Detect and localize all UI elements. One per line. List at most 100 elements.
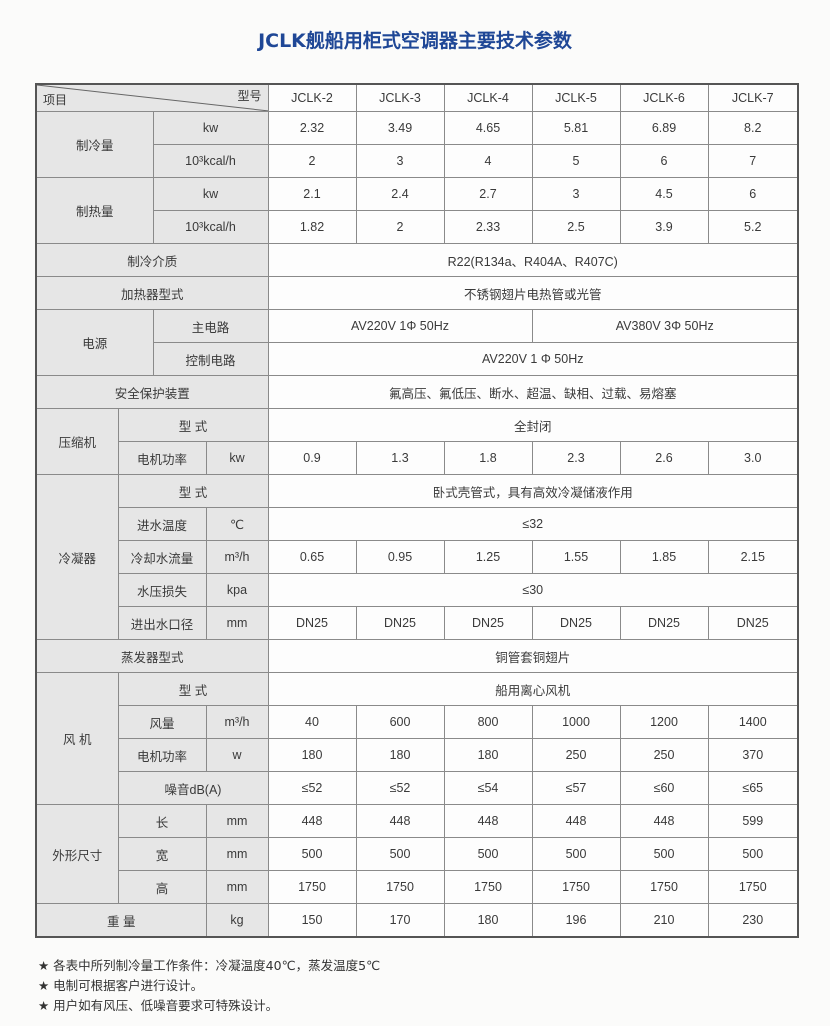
value-cell: 氟高压、氟低压、断水、超温、缺相、过载、易熔塞 bbox=[267, 375, 799, 409]
model-header: JCLK-6 bbox=[619, 83, 709, 112]
value-cell: 4.5 bbox=[619, 177, 709, 211]
value-cell: 500 bbox=[267, 837, 357, 871]
value-cell: 5 bbox=[531, 144, 621, 178]
value-cell: 250 bbox=[619, 738, 709, 772]
value-cell: 4.65 bbox=[443, 111, 533, 145]
value-cell: 599 bbox=[707, 804, 799, 838]
value-cell: 不锈钢翅片电热管或光管 bbox=[267, 276, 799, 310]
sub-label: 型 式 bbox=[117, 408, 269, 442]
value-cell: 370 bbox=[707, 738, 799, 772]
value-cell: 2.7 bbox=[443, 177, 533, 211]
value-cell: 1200 bbox=[619, 705, 709, 739]
value-cell: 全封闭 bbox=[267, 408, 799, 442]
value-cell: 1400 bbox=[707, 705, 799, 739]
value-cell: 1.3 bbox=[355, 441, 445, 475]
value-cell: 1.55 bbox=[531, 540, 621, 574]
value-cell: DN25 bbox=[619, 606, 709, 640]
diagonal-line bbox=[37, 85, 267, 111]
value-cell: 1750 bbox=[707, 870, 799, 904]
table-row: 电机功率 w 180 180 180 250 250 370 bbox=[36, 738, 799, 772]
row-label: 电源 bbox=[35, 309, 154, 376]
table-row: 高 mm 1750 1750 1750 1750 1750 1750 bbox=[36, 870, 799, 904]
value-cell: AV220V 1Φ 50Hz bbox=[267, 309, 533, 343]
value-cell: 2.32 bbox=[267, 111, 357, 145]
row-label: 冷凝器 bbox=[35, 474, 119, 640]
value-cell: 180 bbox=[443, 738, 533, 772]
sub-label: 宽 bbox=[117, 837, 207, 871]
unit-cell: kw bbox=[152, 177, 269, 211]
value-cell: DN25 bbox=[707, 606, 799, 640]
value-cell: 2.3 bbox=[531, 441, 621, 475]
table-row: 10³kcal/h 2 3 4 5 6 7 bbox=[36, 144, 799, 178]
unit-cell: mm bbox=[205, 837, 269, 871]
model-header: JCLK-2 bbox=[267, 83, 357, 112]
spec-table: 项目 型号 JCLK-2 JCLK-3 JCLK-4 JCLK-5 JCLK-6… bbox=[35, 83, 799, 938]
value-cell: 0.65 bbox=[267, 540, 357, 574]
value-cell: 3 bbox=[355, 144, 445, 178]
unit-cell: mm bbox=[205, 870, 269, 904]
unit-cell: w bbox=[205, 738, 269, 772]
value-cell: 0.95 bbox=[355, 540, 445, 574]
row-label: 风 机 bbox=[35, 672, 119, 805]
value-cell: DN25 bbox=[443, 606, 533, 640]
sub-label: 水压损失 bbox=[117, 573, 207, 607]
value-cell: ≤32 bbox=[267, 507, 799, 541]
footnote: ★ 电制可根据客户进行设计。 bbox=[38, 978, 204, 993]
value-cell: 250 bbox=[531, 738, 621, 772]
header-corner: 项目 型号 bbox=[35, 83, 269, 112]
value-cell: 448 bbox=[619, 804, 709, 838]
table-row: 电机功率 kw 0.9 1.3 1.8 2.3 2.6 3.0 bbox=[36, 441, 799, 475]
value-cell: ≤65 bbox=[707, 771, 799, 805]
unit-cell: kw bbox=[152, 111, 269, 145]
value-cell: 1.85 bbox=[619, 540, 709, 574]
table-row: 10³kcal/h 1.82 2 2.33 2.5 3.9 5.2 bbox=[36, 210, 799, 244]
model-label: 型号 bbox=[237, 89, 262, 103]
value-cell: 3.9 bbox=[619, 210, 709, 244]
value-cell: DN25 bbox=[531, 606, 621, 640]
value-cell: 6 bbox=[707, 177, 799, 211]
value-cell: 8.2 bbox=[707, 111, 799, 145]
value-cell: ≤52 bbox=[267, 771, 357, 805]
model-header: JCLK-4 bbox=[443, 83, 533, 112]
row-label: 制冷介质 bbox=[35, 243, 269, 277]
table-row: 噪音dB(A) ≤52 ≤52 ≤54 ≤57 ≤60 ≤65 bbox=[36, 771, 799, 805]
sub-label: 进水温度 bbox=[117, 507, 207, 541]
value-cell: 500 bbox=[531, 837, 621, 871]
model-header: JCLK-5 bbox=[531, 83, 621, 112]
row-label: 制冷量 bbox=[35, 111, 154, 178]
row-label: 重 量 bbox=[35, 903, 207, 938]
header-row: 项目 型号 JCLK-2 JCLK-3 JCLK-4 JCLK-5 JCLK-6… bbox=[35, 83, 799, 112]
sub-label: 风量 bbox=[117, 705, 207, 739]
value-cell: 0.9 bbox=[267, 441, 357, 475]
table-row: 蒸发器型式 铜管套铜翅片 bbox=[35, 639, 799, 673]
unit-cell: m³/h bbox=[205, 705, 269, 739]
table-row: 风量 m³/h 40 600 800 1000 1200 1400 bbox=[36, 705, 799, 739]
value-cell: 2.5 bbox=[531, 210, 621, 244]
value-cell: 448 bbox=[531, 804, 621, 838]
table-row: 宽 mm 500 500 500 500 500 500 bbox=[36, 837, 799, 871]
value-cell: 180 bbox=[267, 738, 357, 772]
sub-label: 主电路 bbox=[152, 309, 269, 343]
unit-cell: mm bbox=[205, 606, 269, 640]
table-row: 控制电路 AV220V 1 Φ 50Hz bbox=[36, 342, 799, 376]
value-cell: R22(R134a、R404A、R407C) bbox=[267, 243, 799, 277]
value-cell: ≤52 bbox=[355, 771, 445, 805]
value-cell: 800 bbox=[443, 705, 533, 739]
value-cell: 5.2 bbox=[707, 210, 799, 244]
sub-label: 长 bbox=[117, 804, 207, 838]
value-cell: ≤57 bbox=[531, 771, 621, 805]
value-cell: 150 bbox=[267, 903, 357, 938]
value-cell: 6.89 bbox=[619, 111, 709, 145]
value-cell: 1.8 bbox=[443, 441, 533, 475]
value-cell: 4 bbox=[443, 144, 533, 178]
value-cell: ≤30 bbox=[267, 573, 799, 607]
value-cell: 600 bbox=[355, 705, 445, 739]
footnotes: ★ 各表中所列制冷量工作条件：冷凝温度40℃，蒸发温度5℃ ★ 电制可根据客户进… bbox=[38, 956, 380, 1016]
model-header: JCLK-7 bbox=[707, 83, 799, 112]
model-header: JCLK-3 bbox=[355, 83, 445, 112]
row-label: 外形尺寸 bbox=[35, 804, 119, 904]
row-label: 制热量 bbox=[35, 177, 154, 244]
sub-label: 冷却水流量 bbox=[117, 540, 207, 574]
value-cell: 2.1 bbox=[267, 177, 357, 211]
value-cell: 1750 bbox=[619, 870, 709, 904]
